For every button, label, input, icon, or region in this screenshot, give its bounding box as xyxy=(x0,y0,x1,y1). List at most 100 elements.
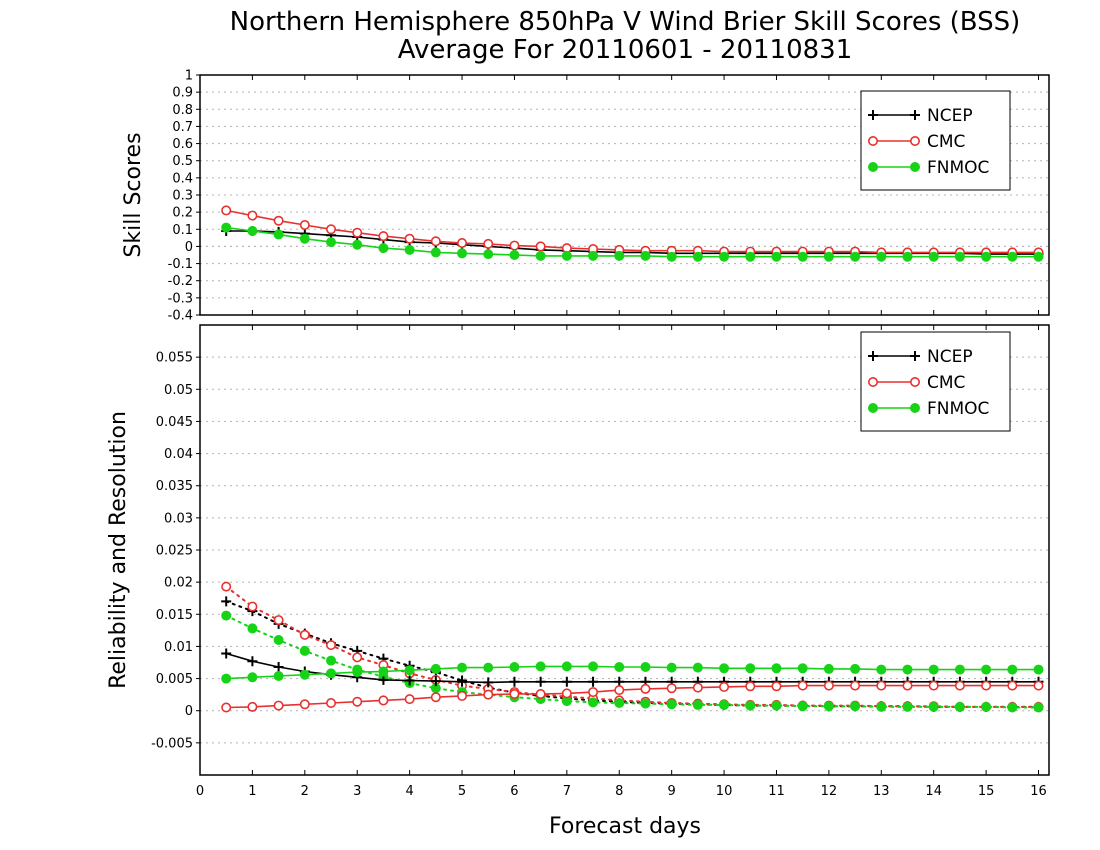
xtick-label: 7 xyxy=(563,784,571,799)
data-point xyxy=(588,697,599,708)
skill-ytick-label: 0.3 xyxy=(172,189,193,204)
data-point xyxy=(771,251,782,262)
skill-ytick-label: 0.2 xyxy=(172,206,193,221)
data-point xyxy=(273,615,284,626)
data-point xyxy=(1033,251,1044,262)
data-point xyxy=(614,250,625,261)
data-point xyxy=(352,227,363,238)
data-point xyxy=(535,676,546,687)
xtick-label: 2 xyxy=(301,784,309,799)
data-point xyxy=(535,661,546,672)
legend-marker xyxy=(867,136,878,147)
y-axis-label-reliability: Reliability and Resolution xyxy=(106,411,131,689)
data-point xyxy=(928,701,939,712)
data-point xyxy=(954,251,965,262)
data-point xyxy=(614,698,625,708)
data-point xyxy=(221,648,232,659)
data-point xyxy=(457,676,468,687)
y-axis-label-skill: Skill Scores xyxy=(121,132,146,257)
skill-ytick-label: 1 xyxy=(185,69,193,84)
relres-ytick-label: 0.02 xyxy=(164,576,193,591)
legend-item-cmc: CMC xyxy=(867,373,965,393)
xtick-label: 14 xyxy=(925,784,942,799)
legend-marker xyxy=(868,110,878,120)
data-point xyxy=(614,662,625,672)
data-point xyxy=(588,676,599,687)
skill-ytick-label: -0.3 xyxy=(168,291,193,306)
data-point xyxy=(1007,251,1018,262)
data-point xyxy=(404,665,415,676)
data-point xyxy=(797,701,808,712)
data-point xyxy=(981,664,992,675)
data-point xyxy=(247,210,258,221)
data-point xyxy=(823,663,834,674)
data-point xyxy=(483,677,494,688)
data-point xyxy=(692,251,703,262)
legend-label: FNMOC xyxy=(927,158,989,178)
data-point xyxy=(928,664,939,675)
data-point xyxy=(378,695,389,706)
xtick-label: 8 xyxy=(615,784,623,799)
data-point xyxy=(797,663,808,674)
data-point xyxy=(430,247,441,258)
data-point xyxy=(954,664,965,675)
legend-label: CMC xyxy=(927,373,965,393)
data-point xyxy=(273,229,284,240)
data-point xyxy=(326,655,337,666)
data-point xyxy=(876,701,887,712)
data-point xyxy=(1007,664,1018,675)
data-point xyxy=(483,238,494,249)
legend-item-cmc: CMC xyxy=(867,132,965,152)
data-point xyxy=(509,676,520,687)
data-point xyxy=(823,251,834,262)
data-point xyxy=(247,601,258,612)
data-point xyxy=(850,663,861,674)
data-point xyxy=(902,680,913,691)
legend-marker xyxy=(910,110,920,120)
data-point xyxy=(378,231,389,242)
data-point xyxy=(797,251,808,262)
data-point xyxy=(299,699,310,710)
data-point xyxy=(719,663,730,674)
relres-ytick-label: 0.035 xyxy=(156,479,193,494)
data-point xyxy=(221,222,232,233)
xtick-label: 13 xyxy=(873,784,890,799)
relres-ytick-label: 0 xyxy=(185,704,193,719)
legend-item-ncep: NCEP xyxy=(868,106,973,126)
relres-series-fnmoc-reliability xyxy=(221,661,1044,684)
legend-item-ncep: NCEP xyxy=(868,347,973,367)
data-point xyxy=(1007,680,1018,691)
data-point xyxy=(535,688,546,699)
x-axis-label: Forecast days xyxy=(549,814,701,839)
data-point xyxy=(745,663,756,674)
data-point xyxy=(850,701,861,712)
data-point xyxy=(404,244,415,255)
data-point xyxy=(902,251,913,262)
legend-item-fnmoc: FNMOC xyxy=(868,158,989,178)
data-point xyxy=(483,689,494,700)
legend-marker xyxy=(910,162,920,172)
data-point xyxy=(509,662,520,672)
xtick-label: 12 xyxy=(821,784,838,799)
xtick-label: 16 xyxy=(1030,784,1047,799)
data-point xyxy=(509,688,520,699)
skill-ytick-label: 0.5 xyxy=(172,154,193,169)
data-point xyxy=(273,635,284,645)
data-point xyxy=(247,672,258,683)
data-point xyxy=(483,249,494,260)
data-point xyxy=(928,680,939,691)
data-point xyxy=(404,233,415,244)
chart-title-line1: Northern Hemisphere 850hPa V Wind Brier … xyxy=(230,7,1021,37)
data-point xyxy=(928,251,939,262)
data-point xyxy=(876,251,887,262)
data-point xyxy=(981,251,992,262)
legend-marker xyxy=(910,351,920,361)
skill-ytick-label: -0.1 xyxy=(168,257,193,272)
data-point xyxy=(247,226,258,236)
data-point xyxy=(404,694,415,705)
xtick-label: 15 xyxy=(978,784,995,799)
data-point xyxy=(378,674,389,685)
data-point xyxy=(457,662,468,673)
data-point xyxy=(273,671,284,681)
